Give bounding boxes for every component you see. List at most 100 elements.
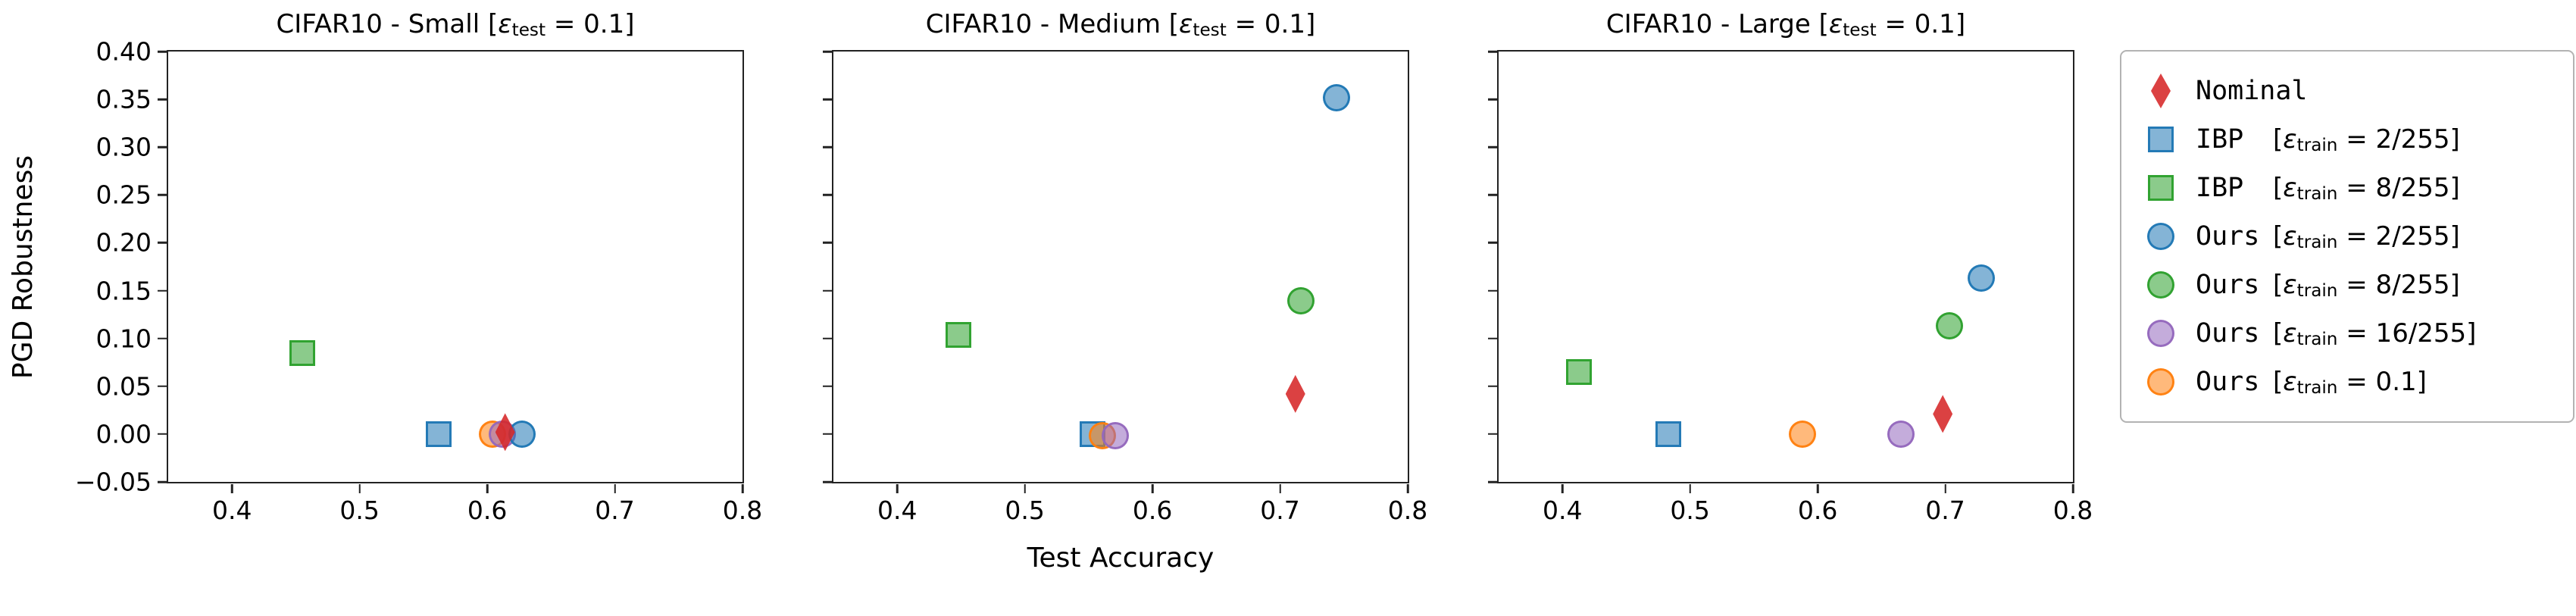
epsilon-symbol: ε bbox=[2283, 367, 2297, 397]
data-point-ibp_8_255 bbox=[289, 339, 315, 366]
data-point-ibp_8_255 bbox=[1566, 358, 1593, 385]
x-tick bbox=[486, 483, 489, 493]
y-tick bbox=[157, 433, 167, 436]
epsilon-subscript: train bbox=[2296, 184, 2338, 205]
epsilon-symbol: ε bbox=[1179, 9, 1193, 39]
y-axis-label: PGD Robustness bbox=[8, 155, 39, 379]
y-tick-label: 0.10 bbox=[95, 324, 152, 354]
title-text: CIFAR10 - Large [ bbox=[1605, 9, 1829, 39]
y-tick bbox=[157, 337, 167, 339]
legend-label: IBP [εtrain = 2/255] bbox=[2196, 124, 2460, 156]
epsilon-symbol: ε bbox=[2283, 221, 2297, 252]
x-tick bbox=[1279, 483, 1281, 493]
legend-marker-square-icon bbox=[2140, 127, 2182, 152]
epsilon-subscript: train bbox=[2296, 378, 2338, 399]
legend-method-name: Ours bbox=[2196, 221, 2260, 252]
legend-method-name: IBP bbox=[2196, 124, 2244, 155]
y-tick bbox=[1487, 194, 1497, 196]
y-tick bbox=[1487, 433, 1497, 436]
y-tick-label: 0.05 bbox=[95, 371, 152, 402]
title-text: CIFAR10 - Small [ bbox=[276, 9, 499, 39]
y-tick-label: 0.25 bbox=[95, 180, 152, 210]
circle-icon bbox=[2147, 368, 2174, 396]
epsilon-symbol: ε bbox=[2283, 318, 2297, 349]
epsilon-subscript: train bbox=[2296, 233, 2338, 253]
x-tick bbox=[614, 483, 616, 493]
data-point-ours_0_1 bbox=[1788, 420, 1816, 448]
y-tick bbox=[157, 98, 167, 101]
data-point-nominal bbox=[1285, 374, 1305, 413]
epsilon-subscript: test bbox=[1843, 20, 1877, 41]
x-tick bbox=[1816, 483, 1819, 493]
data-point-ours_2_255 bbox=[1322, 83, 1350, 111]
legend-item-nominal: Nominal bbox=[2140, 67, 2555, 115]
y-tick bbox=[822, 289, 832, 292]
x-tick bbox=[358, 483, 361, 493]
legend-item-ours_16_255: Ours [εtrain = 16/255] bbox=[2140, 309, 2555, 358]
legend: Nominal IBP [εtrain = 2/255] IBP [εtrain = 8… bbox=[2120, 50, 2574, 423]
x-tick bbox=[741, 483, 744, 493]
plot-area-medium: 0.4 0.5 0.6 0.7 0.8 bbox=[822, 50, 1427, 525]
x-tick-label: 0.8 bbox=[2052, 496, 2093, 525]
legend-method-name: Ours bbox=[2196, 318, 2260, 349]
data-point-ibp_8_255 bbox=[946, 321, 972, 348]
circle-icon bbox=[2147, 223, 2174, 250]
legend-method-name: Nominal bbox=[2196, 76, 2308, 106]
circle-icon bbox=[2147, 271, 2174, 299]
y-tick bbox=[1487, 242, 1497, 244]
plot-area-small: 0.4 0.5 0.6 0.7 0.8 0.40 0.35 0.30 0.25 0.20 0.15 0… bbox=[75, 37, 762, 526]
epsilon-subscript: train bbox=[2296, 330, 2338, 350]
legend-label: Nominal bbox=[2196, 76, 2315, 106]
subplot-medium: CIFAR10 - Medium [εtest = 0.1] 0.4 0.5 0.6… bbox=[822, 0, 1427, 616]
x-tick-label: 0.5 bbox=[1005, 496, 1045, 525]
y-tick bbox=[157, 145, 167, 149]
x-tick bbox=[230, 483, 233, 493]
subplot-large: CIFAR10 - Large [εtest = 0.1] 0.4 0.5 0.6 0… bbox=[1487, 0, 2093, 616]
data-point-ours_2_255 bbox=[1967, 264, 1995, 292]
epsilon-symbol: ε bbox=[498, 9, 512, 39]
x-tick-label: 0.5 bbox=[339, 496, 380, 525]
epsilon-symbol: ε bbox=[2283, 124, 2297, 155]
data-point-ours_16_255 bbox=[1887, 420, 1915, 448]
legend-item-ibp_8_255: IBP [εtrain = 8/255] bbox=[2140, 164, 2555, 212]
data-point-ours_8_255 bbox=[1935, 312, 1963, 340]
legend-marker-circle-icon bbox=[2140, 320, 2182, 347]
x-tick-label: 0.6 bbox=[1797, 496, 1838, 525]
square-icon bbox=[2148, 127, 2174, 152]
y-tick bbox=[1487, 480, 1497, 483]
y-tick bbox=[1487, 98, 1497, 101]
legend-item-ours_0_1: Ours [εtrain = 0.1] bbox=[2140, 358, 2555, 406]
epsilon-symbol: ε bbox=[2283, 270, 2297, 300]
y-tick bbox=[1487, 289, 1497, 292]
y-tick-label: 0.20 bbox=[95, 227, 152, 258]
y-tick bbox=[822, 98, 832, 101]
y-tick bbox=[822, 385, 832, 388]
x-tick bbox=[2071, 483, 2074, 493]
legend-item-ours_8_255: Ours [εtrain = 8/255] bbox=[2140, 261, 2555, 309]
y-tick bbox=[822, 194, 832, 196]
legend-label: Ours [εtrain = 16/255] bbox=[2196, 318, 2477, 350]
data-point-ours_8_255 bbox=[1286, 287, 1315, 315]
x-tick-label: 0.7 bbox=[1925, 496, 1965, 525]
y-tick bbox=[1487, 50, 1497, 53]
x-tick-label: 0.4 bbox=[1542, 496, 1583, 525]
epsilon-subscript: train bbox=[2296, 281, 2338, 302]
subplot-small: CIFAR10 - Small [εtest = 0.1] 0.4 0.5 0.6 0… bbox=[75, 0, 762, 616]
y-tick-label: 0.40 bbox=[95, 36, 152, 67]
legend-label: Ours [εtrain = 8/255] bbox=[2196, 270, 2460, 302]
legend-marker-circle-icon bbox=[2140, 271, 2182, 299]
legend-item-ibp_2_255: IBP [εtrain = 2/255] bbox=[2140, 115, 2555, 164]
y-axis-label-area: PGD Robustness bbox=[0, 50, 47, 483]
x-tick bbox=[896, 483, 899, 493]
legend-label: Ours [εtrain = 2/255] bbox=[2196, 221, 2460, 253]
y-tick-label: 0.35 bbox=[95, 84, 152, 114]
x-tick bbox=[1024, 483, 1026, 493]
data-point-ibp_2_255 bbox=[1655, 421, 1682, 447]
diamond-icon bbox=[2151, 73, 2171, 108]
x-tick-label: 0.8 bbox=[1387, 496, 1428, 525]
x-axis-label: Test Accuracy bbox=[1027, 543, 1215, 574]
x-tick-label: 0.5 bbox=[1670, 496, 1710, 525]
epsilon-subscript: test bbox=[1193, 20, 1227, 41]
title-text: CIFAR10 - Medium [ bbox=[925, 9, 1180, 39]
